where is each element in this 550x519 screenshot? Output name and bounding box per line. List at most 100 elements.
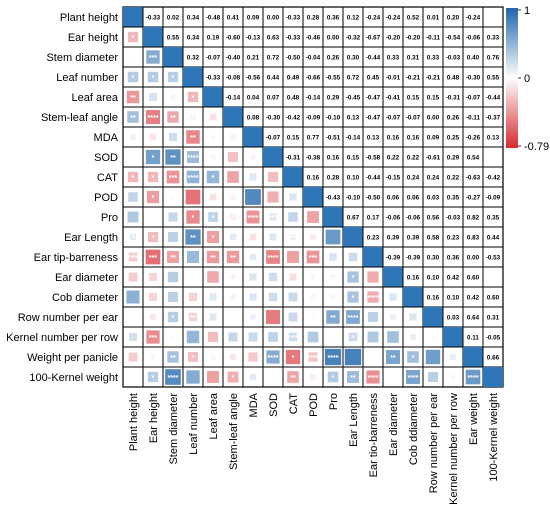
correlation-square (170, 94, 176, 100)
correlation-square (268, 272, 278, 282)
significance-stars: * (152, 155, 155, 162)
correlation-value-label: 0.34 (187, 35, 200, 42)
correlation-square (310, 274, 316, 280)
correlation-value-label: 0.15 (287, 135, 300, 142)
correlation-square (167, 351, 179, 363)
significance-stars: **** (168, 375, 179, 382)
significance-stars: ** (330, 315, 336, 322)
significance-stars: **** (288, 335, 299, 342)
column-label: Ear Length (348, 393, 360, 447)
correlation-value-label: 0.28 (327, 175, 340, 182)
diagonal-cell (283, 167, 303, 187)
correlation-value-label: -0.58 (366, 155, 381, 162)
correlation-square (148, 272, 158, 282)
column-label: Ear weight (468, 393, 480, 445)
correlation-value-label: 0.22 (387, 155, 400, 162)
significance-stars: * (212, 235, 215, 242)
correlation-square (147, 371, 159, 383)
correlation-value-label: 0.02 (167, 15, 180, 22)
significance-stars: * (132, 55, 135, 62)
significance-stars: **** (328, 355, 339, 362)
significance-stars: * (412, 355, 415, 362)
correlation-square (211, 135, 215, 139)
correlation-square (310, 374, 316, 380)
correlation-value-label: 0.15 (407, 95, 420, 102)
correlation-square (168, 132, 178, 142)
correlation-value-label: -0.50 (366, 195, 381, 202)
correlation-square (206, 250, 220, 264)
correlation-value-label: -0.20 (386, 35, 401, 42)
correlation-value-label: -0.47 (366, 115, 381, 122)
correlation-square (290, 234, 296, 240)
correlation-value-label: -0.10 (326, 115, 341, 122)
correlation-square (329, 253, 337, 261)
correlation-value-label: 0.22 (407, 155, 420, 162)
correlation-square (150, 314, 156, 320)
significance-stars: **** (188, 155, 199, 162)
correlation-square (131, 55, 135, 59)
correlation-value-label: 0.16 (327, 155, 340, 162)
correlation-value-label: 0.32 (187, 55, 200, 62)
correlation-value-label: -0.37 (486, 115, 501, 122)
correlation-value-label: -0.67 (366, 35, 381, 42)
diagonal-cell (203, 87, 223, 107)
correlation-value-label: -0.46 (306, 35, 321, 42)
significance-stars: * (212, 175, 215, 182)
significance-stars: *** (269, 375, 277, 382)
correlation-square (246, 210, 260, 224)
correlation-value-label: 0.76 (487, 55, 500, 62)
correlation-value-label: 0.04 (247, 95, 260, 102)
significance-stars: ** (190, 235, 196, 242)
correlation-value-label: -0.33 (286, 15, 301, 22)
correlation-value-label: 0.11 (467, 335, 479, 342)
correlation-value-label: -0.33 (146, 15, 161, 22)
correlation-square (147, 231, 159, 243)
correlation-square (271, 375, 275, 379)
correlation-square (268, 292, 278, 302)
correlation-square (129, 233, 137, 241)
correlation-value-label: -0.15 (386, 175, 401, 182)
correlation-square (330, 274, 336, 280)
correlation-square (209, 193, 217, 201)
correlation-value-label: 0.54 (467, 155, 480, 162)
significance-stars: **** (268, 255, 279, 262)
correlation-value-label: -0.24 (366, 15, 381, 22)
correlation-square (166, 170, 180, 184)
correlation-value-label: 0.06 (407, 195, 420, 202)
correlation-value-label: -0.33 (286, 35, 301, 42)
correlation-value-label: 0.09 (247, 15, 260, 22)
diagonal-cell (383, 267, 403, 287)
column-label: Ear tio-barreness (368, 393, 380, 478)
significance-stars: **** (228, 195, 239, 202)
correlation-square (188, 292, 198, 302)
correlation-value-label: -0.05 (486, 335, 501, 342)
significance-stars: * (332, 375, 335, 382)
correlation-square (207, 371, 219, 383)
correlation-value-label: 0.63 (267, 35, 280, 42)
correlation-square (230, 194, 236, 200)
correlation-value-label: 0.00 (327, 35, 340, 42)
correlation-value-label: -0.38 (306, 155, 321, 162)
significance-stars: *** (169, 175, 177, 182)
correlation-value-label: 0.10 (347, 175, 360, 182)
correlation-value-label: -0.30 (466, 75, 481, 82)
correlation-square (186, 170, 200, 184)
correlation-square (249, 253, 257, 261)
significance-stars: ** (190, 135, 196, 142)
correlation-square (131, 155, 135, 159)
correlation-value-label: -0.33 (206, 75, 221, 82)
correlation-square (431, 335, 435, 339)
correlation-square (249, 373, 257, 381)
correlation-value-label: -0.40 (226, 55, 241, 62)
correlation-square (366, 370, 380, 384)
correlation-square (327, 371, 339, 383)
correlation-square (128, 192, 138, 202)
correlation-square (287, 251, 299, 263)
correlation-value-label: 0.72 (347, 75, 360, 82)
significance-stars: ** (130, 115, 136, 122)
diagonal-cell (123, 7, 143, 27)
significance-stars: ** (130, 95, 136, 102)
significance-stars: ** (170, 255, 176, 262)
significance-stars: **** (388, 375, 399, 382)
